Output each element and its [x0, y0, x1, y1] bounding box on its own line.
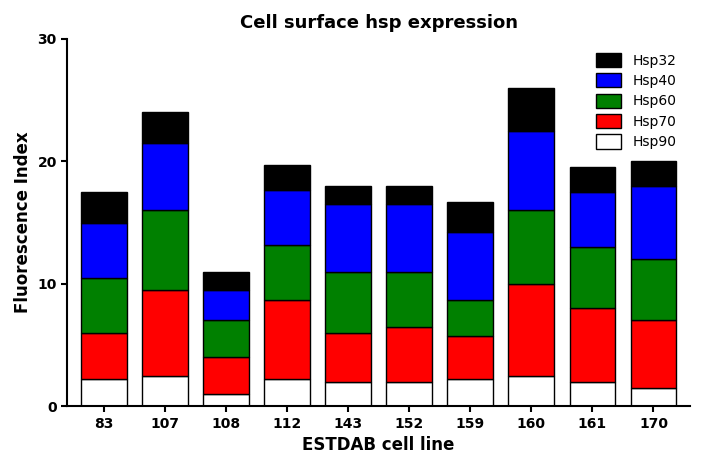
- Bar: [325, 186, 371, 204]
- Bar: [631, 161, 677, 186]
- Bar: [447, 202, 494, 232]
- Bar: [570, 192, 615, 247]
- Bar: [631, 388, 677, 406]
- Bar: [142, 290, 188, 375]
- Y-axis label: Fluorescence Index: Fluorescence Index: [14, 132, 32, 314]
- Bar: [570, 247, 615, 308]
- X-axis label: ESTDAB cell line: ESTDAB cell line: [303, 436, 455, 454]
- Bar: [508, 131, 554, 210]
- Bar: [81, 223, 127, 278]
- Bar: [264, 300, 310, 379]
- Bar: [508, 88, 554, 131]
- Bar: [203, 394, 249, 406]
- Bar: [447, 336, 494, 379]
- Bar: [142, 143, 188, 210]
- Bar: [631, 321, 677, 388]
- Bar: [142, 210, 188, 290]
- Bar: [264, 379, 310, 406]
- Bar: [386, 186, 432, 204]
- Bar: [447, 300, 494, 336]
- Bar: [386, 382, 432, 406]
- Bar: [264, 165, 310, 190]
- Bar: [570, 168, 615, 192]
- Title: Cell surface hsp expression: Cell surface hsp expression: [239, 14, 517, 32]
- Bar: [386, 271, 432, 327]
- Bar: [631, 186, 677, 259]
- Bar: [570, 382, 615, 406]
- Bar: [81, 278, 127, 333]
- Bar: [264, 245, 310, 300]
- Bar: [81, 379, 127, 406]
- Bar: [325, 204, 371, 271]
- Bar: [325, 382, 371, 406]
- Bar: [203, 321, 249, 357]
- Bar: [386, 204, 432, 271]
- Bar: [203, 357, 249, 394]
- Bar: [142, 375, 188, 406]
- Bar: [508, 284, 554, 375]
- Bar: [447, 379, 494, 406]
- Bar: [325, 271, 371, 333]
- Legend: Hsp32, Hsp40, Hsp60, Hsp70, Hsp90: Hsp32, Hsp40, Hsp60, Hsp70, Hsp90: [589, 46, 683, 156]
- Bar: [81, 333, 127, 379]
- Bar: [508, 210, 554, 284]
- Bar: [447, 232, 494, 300]
- Bar: [386, 327, 432, 382]
- Bar: [325, 333, 371, 382]
- Bar: [631, 259, 677, 321]
- Bar: [570, 308, 615, 382]
- Bar: [81, 192, 127, 223]
- Bar: [203, 290, 249, 321]
- Bar: [508, 375, 554, 406]
- Bar: [142, 112, 188, 143]
- Bar: [264, 190, 310, 245]
- Bar: [203, 271, 249, 290]
